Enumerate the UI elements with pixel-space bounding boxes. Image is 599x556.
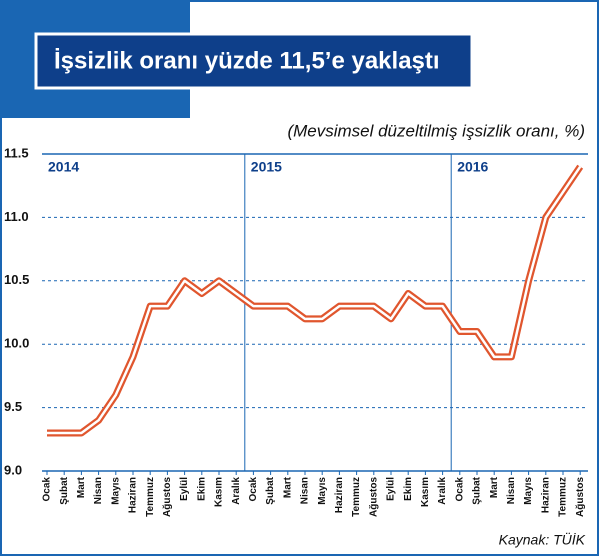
x-tick-label: Haziran <box>334 477 345 513</box>
x-tick-label: Ocak <box>454 477 465 502</box>
x-tick-label: Eylül <box>179 477 190 501</box>
plot-area <box>42 154 588 471</box>
title-box <box>34 32 474 90</box>
y-tick-label: 10.5 <box>4 272 29 287</box>
chart-title: İşsizlik oranı yüzde 11,5’e yaklaştı <box>54 47 440 74</box>
x-tick-label: Haziran <box>128 477 139 513</box>
x-tick-label: Mayıs <box>317 477 328 505</box>
x-tick-label: Mart <box>76 476 87 498</box>
year-label: 2016 <box>457 159 488 175</box>
x-tick-label: Mart <box>282 476 293 498</box>
x-tick-label: Nisan <box>506 477 517 504</box>
y-tick-label: 9.0 <box>4 462 22 477</box>
x-tick-label: Temmuz <box>558 477 569 517</box>
x-tick-label: Ekim <box>403 477 414 501</box>
x-tick-label: Ocak <box>42 477 53 502</box>
x-tick-label: Temmuz <box>145 477 156 517</box>
x-tick-label: Şubat <box>265 476 276 504</box>
source: Kaynak: TÜİK <box>499 531 586 548</box>
x-tick-label: Ağustos <box>162 477 173 517</box>
x-tick-label: Ağustos <box>368 477 379 517</box>
year-label: 2015 <box>251 159 282 175</box>
x-tick-label: Ekim <box>196 477 207 501</box>
x-tick-label: Kasım <box>214 477 225 507</box>
x-tick-label: Nisan <box>300 477 311 504</box>
x-tick-label: Aralık <box>231 477 242 505</box>
x-tick-label: Nisan <box>93 477 104 504</box>
x-tick-label: Eylül <box>386 477 397 501</box>
y-tick-label: 11.0 <box>4 209 29 224</box>
x-tick-label: Temmuz <box>351 477 362 517</box>
x-tick-label: Aralık <box>437 477 448 505</box>
x-tick-label: Ocak <box>248 477 259 502</box>
y-tick-label: 9.5 <box>4 399 22 414</box>
year-label: 2014 <box>48 159 79 175</box>
y-tick-label: 11.5 <box>4 145 29 160</box>
x-tick-label: Şubat <box>472 476 483 504</box>
x-tick-label: Kasım <box>420 477 431 507</box>
x-tick-label: Şubat <box>59 476 70 504</box>
x-tick-label: Ağustos <box>575 477 586 517</box>
x-tick-label: Mart <box>489 476 500 498</box>
line <box>47 165 582 435</box>
y-tick-label: 10.0 <box>4 336 29 351</box>
x-tick-label: Mayıs <box>523 477 534 505</box>
chart-subtitle: (Mevsimsel düzeltilmiş işsizlik oranı, %… <box>287 121 585 140</box>
x-tick-label: Haziran <box>540 477 551 513</box>
x-tick-label: Mayıs <box>110 477 121 505</box>
